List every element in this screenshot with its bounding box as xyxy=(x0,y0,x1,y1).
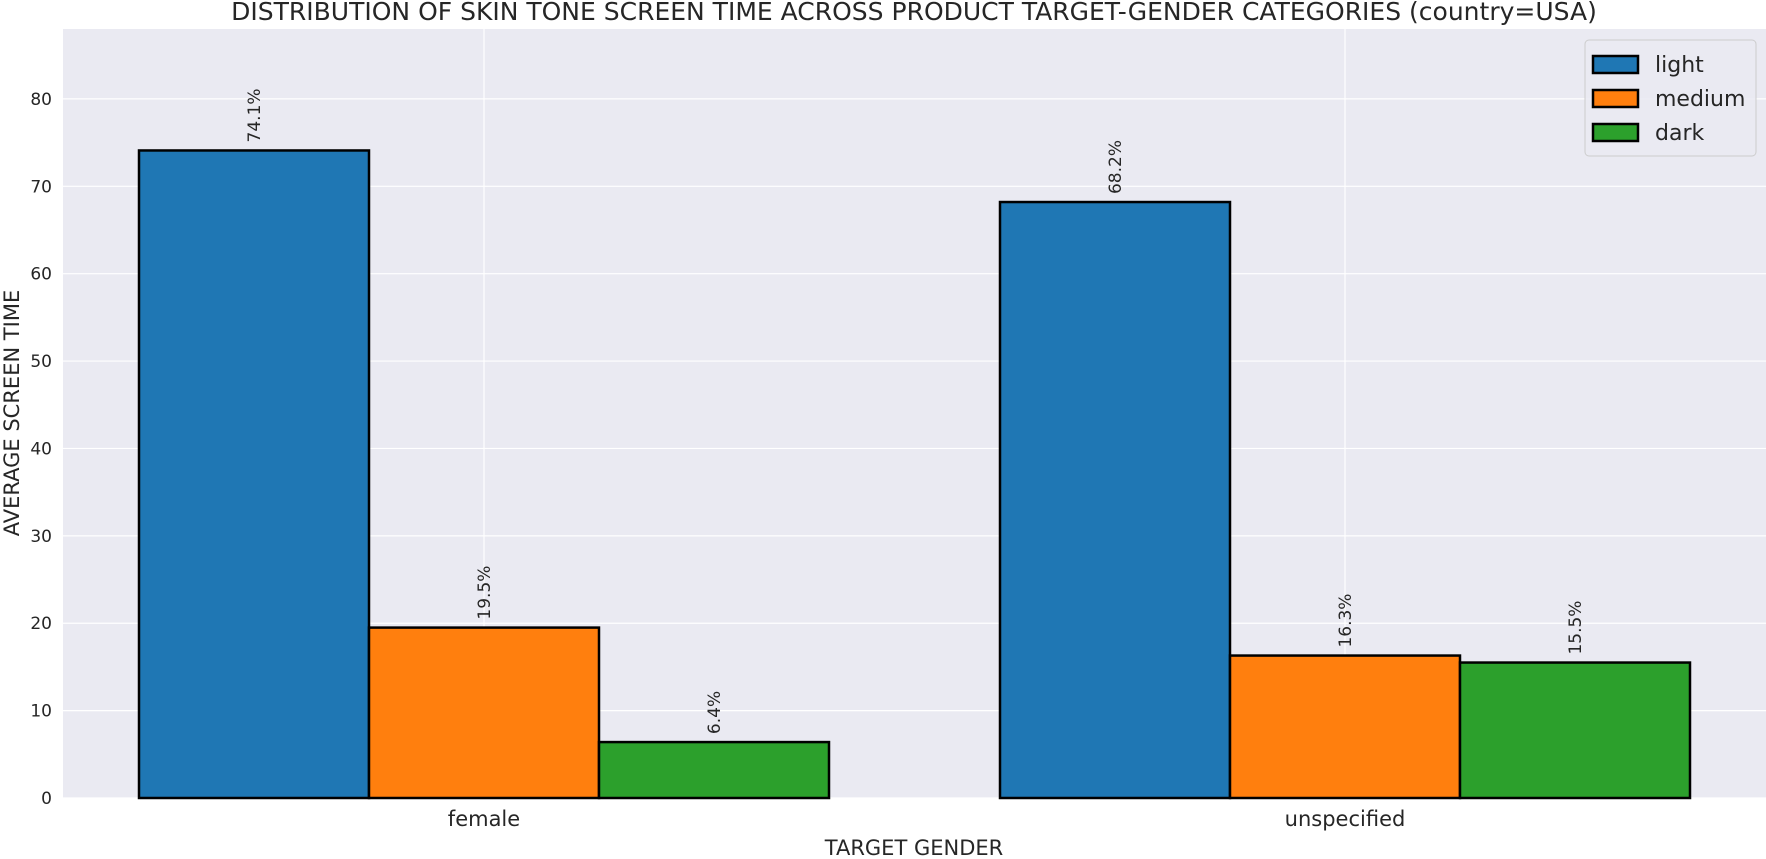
x-axis-title: TARGET GENDER xyxy=(824,836,1003,859)
bar-label-light-unspecified: 68.2% xyxy=(1106,140,1126,194)
bar-label-medium-female: 19.5% xyxy=(475,566,495,620)
x-ticks-layer: female unspecified xyxy=(448,807,1406,831)
legend-swatch-dark xyxy=(1591,122,1640,143)
bar-label-light-female: 74.1% xyxy=(245,88,265,142)
bar-medium-unspecified xyxy=(1228,654,1462,800)
y-tick-label: 70 xyxy=(30,177,52,197)
legend-swatch-light xyxy=(1591,54,1640,75)
y-tick-label: 20 xyxy=(30,614,52,634)
x-tick-label-unspecified: unspecified xyxy=(1285,807,1406,831)
y-tick-label: 30 xyxy=(30,527,52,547)
legend: light medium dark xyxy=(1584,39,1757,157)
bar-label-dark-female: 6.4% xyxy=(705,691,725,734)
bar-light-female xyxy=(137,149,371,800)
y-tick-label: 0 xyxy=(41,789,52,809)
bar-label-dark-unspecified: 15.5% xyxy=(1566,601,1586,655)
bar-label-medium-unspecified: 16.3% xyxy=(1336,594,1356,648)
legend-label-dark: dark xyxy=(1655,121,1704,146)
legend-label-medium: medium xyxy=(1655,87,1745,112)
bar-dark-female xyxy=(597,740,831,800)
x-tick-label-female: female xyxy=(448,807,520,831)
chart-title: DISTRIBUTION OF SKIN TONE SCREEN TIME AC… xyxy=(231,0,1597,26)
y-axis-title: AVERAGE SCREEN TIME xyxy=(0,290,24,537)
y-tick-label: 40 xyxy=(30,439,52,459)
bar-light-unspecified xyxy=(998,200,1232,800)
y-tick-label: 50 xyxy=(30,352,52,372)
legend-label-light: light xyxy=(1655,53,1704,78)
y-ticks-layer: 0 10 20 30 40 50 60 70 80 xyxy=(30,90,52,809)
bar-medium-female xyxy=(367,626,601,800)
y-tick-label: 10 xyxy=(30,702,52,722)
y-tick-label: 60 xyxy=(30,265,52,285)
bar-dark-unspecified xyxy=(1458,661,1692,800)
y-tick-label: 80 xyxy=(30,90,52,110)
legend-swatch-medium xyxy=(1591,88,1640,109)
bars-layer xyxy=(137,149,1692,800)
bar-labels-layer: 74.1% 19.5% 6.4% 68.2% 16.3% 15.5% xyxy=(245,88,1586,734)
